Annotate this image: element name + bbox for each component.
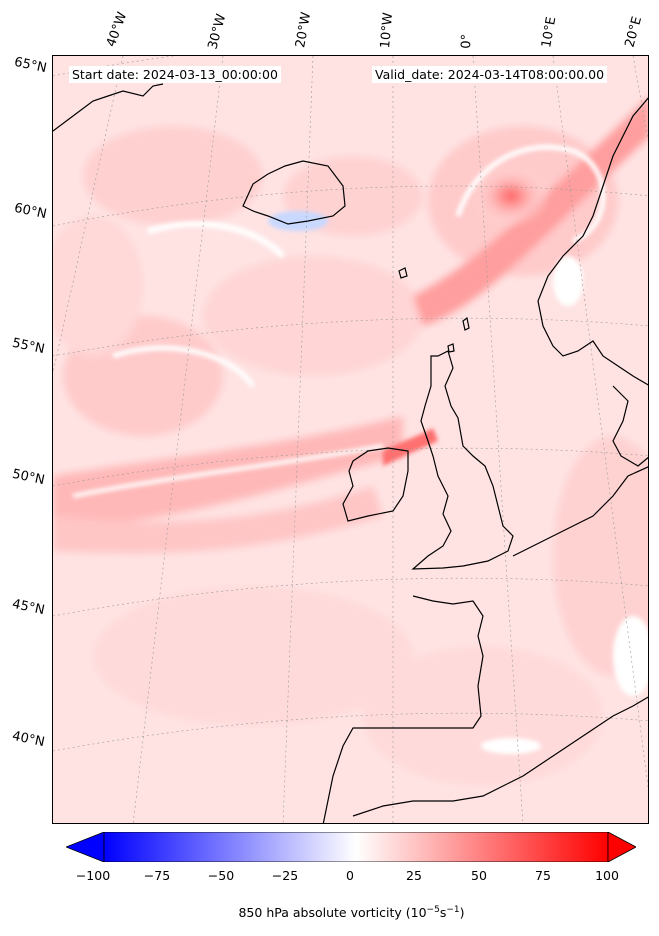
lat-label-50n: 50°N bbox=[10, 466, 46, 489]
lon-label-10w: 10°W bbox=[378, 11, 397, 49]
colorbar-max-extend bbox=[607, 831, 637, 863]
lon-label-40w: 40°W bbox=[103, 10, 131, 49]
colorbar-tick: 50 bbox=[471, 868, 487, 883]
lat-label-65n: 65°N bbox=[12, 54, 48, 77]
colorbar-label: 850 hPa absolute vorticity (10−5s−1) bbox=[238, 905, 465, 921]
colorbar-tick: 25 bbox=[406, 868, 422, 883]
coastlines bbox=[53, 83, 648, 823]
lon-label-20e: 20°E bbox=[622, 14, 646, 50]
great-britain-coast bbox=[411, 350, 514, 570]
norway-coast bbox=[537, 97, 648, 386]
colorbar bbox=[64, 831, 637, 863]
colorbar-min-extend bbox=[64, 831, 105, 863]
lon-label-30w: 30°W bbox=[205, 12, 230, 51]
lat-label-40n: 40°N bbox=[10, 728, 46, 751]
colorbar-tick: 75 bbox=[535, 868, 551, 883]
mediterranean-coast bbox=[352, 696, 648, 817]
colorbar-tick: 100 bbox=[595, 868, 619, 883]
colorbar-gradient bbox=[64, 831, 637, 863]
colorbar-tick: −50 bbox=[207, 868, 235, 883]
colorbar-body bbox=[103, 831, 609, 863]
lon-label-10e: 10°E bbox=[539, 15, 560, 49]
start-date-label: Start date: 2024-03-13_00:00:00 bbox=[69, 66, 281, 83]
colorbar-tick: 0 bbox=[346, 868, 354, 883]
graticule-lines bbox=[53, 56, 648, 823]
lat-label-60n: 60°N bbox=[12, 200, 48, 223]
lat-label-45n: 45°N bbox=[10, 596, 46, 619]
faroe-coast bbox=[398, 267, 408, 279]
lon-label-20w: 20°W bbox=[293, 11, 315, 50]
vorticity-fine-contours bbox=[72, 144, 648, 754]
denmark-coast bbox=[612, 385, 648, 467]
ireland-coast bbox=[342, 447, 409, 522]
france-iberia-coast bbox=[322, 595, 484, 823]
vorticity-map bbox=[53, 56, 648, 823]
colorbar-tick: −25 bbox=[271, 868, 299, 883]
lon-label-0: 0° bbox=[459, 33, 475, 49]
colorbar-tick: −75 bbox=[143, 868, 171, 883]
map-panel bbox=[52, 55, 649, 824]
greenland-coast bbox=[53, 83, 164, 132]
lat-label-55n: 55°N bbox=[10, 335, 46, 358]
colorbar-tick: −100 bbox=[75, 868, 111, 883]
continental-coast bbox=[512, 466, 648, 557]
iceland-coast bbox=[242, 160, 346, 225]
valid-date-label: Valid_date: 2024-03-14T08:00:00.00 bbox=[372, 66, 608, 83]
